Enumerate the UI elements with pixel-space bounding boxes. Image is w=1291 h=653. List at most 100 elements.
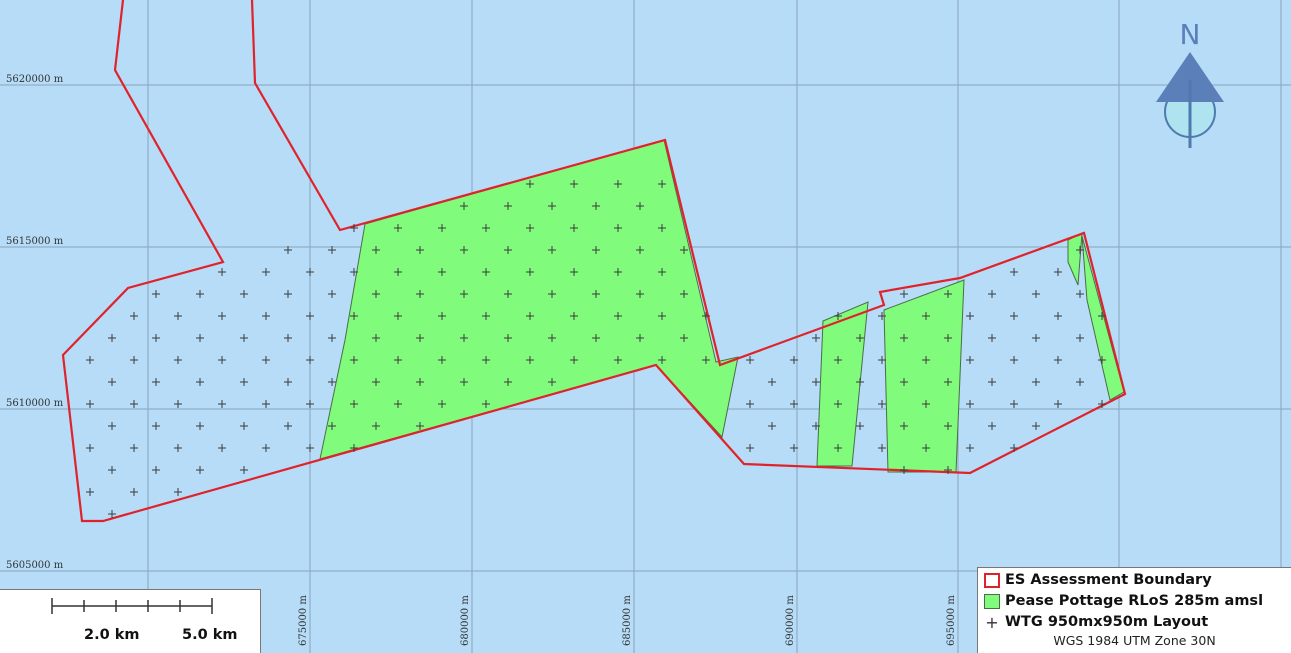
wtg-marker [240, 466, 248, 474]
wtg-marker [372, 334, 380, 342]
wtg-marker [152, 422, 160, 430]
wtg-marker [196, 334, 204, 342]
wtg-marker [592, 334, 600, 342]
wtg-marker [636, 202, 644, 210]
wtg-marker [548, 290, 556, 298]
wtg-marker [834, 356, 842, 364]
rlos-polygon [319, 139, 739, 460]
wtg-marker [240, 334, 248, 342]
wtg-marker [284, 334, 292, 342]
wtg-marker [482, 356, 490, 364]
wtg-marker [966, 356, 974, 364]
wtg-marker [1032, 290, 1040, 298]
wtg-marker [812, 334, 820, 342]
wtg-marker [900, 422, 908, 430]
wtg-marker [570, 224, 578, 232]
wtg-marker [328, 334, 336, 342]
wtg-marker [658, 180, 666, 188]
wtg-marker [1098, 400, 1106, 408]
wtg-marker [526, 312, 534, 320]
wtg-marker [900, 290, 908, 298]
wtg-marker [218, 356, 226, 364]
wtg-marker [768, 422, 776, 430]
green-filled-square-icon [984, 593, 1000, 609]
wtg-marker [988, 334, 996, 342]
rlos-polygon [816, 301, 869, 467]
wtg-marker [1010, 312, 1018, 320]
rlos-polygon [1067, 232, 1083, 286]
wtg-marker [746, 356, 754, 364]
north-arrow-head-icon [1156, 52, 1224, 102]
wtg-marker [1054, 312, 1062, 320]
wtg-marker [636, 246, 644, 254]
wtg-marker [944, 290, 952, 298]
wtg-marker [86, 444, 94, 452]
wtg-marker [922, 356, 930, 364]
wtg-marker [944, 378, 952, 386]
wtg-marker [1076, 246, 1084, 254]
wtg-marker [1076, 378, 1084, 386]
wtg-marker [680, 290, 688, 298]
wtg-marker [218, 268, 226, 276]
wtg-marker [372, 378, 380, 386]
wtg-marker [570, 268, 578, 276]
wtg-marker [328, 290, 336, 298]
wtg-marker [900, 334, 908, 342]
wtg-marker [306, 444, 314, 452]
wtg-marker [262, 312, 270, 320]
wtg-marker [966, 400, 974, 408]
wtg-marker [416, 422, 424, 430]
red-outline-square-icon [984, 572, 1000, 588]
x-tick-label: 680000 m [460, 595, 471, 646]
wtg-marker [1054, 356, 1062, 364]
wtg-marker [790, 356, 798, 364]
wtg-marker [460, 378, 468, 386]
wtg-marker [988, 378, 996, 386]
wtg-marker [526, 224, 534, 232]
wtg-marker [130, 444, 138, 452]
wtg-marker [658, 268, 666, 276]
wtg-marker [394, 312, 402, 320]
wtg-marker [86, 356, 94, 364]
wtg-marker [570, 312, 578, 320]
wtg-marker [416, 290, 424, 298]
wtg-marker [438, 268, 446, 276]
wtg-marker [1054, 400, 1062, 408]
wtg-marker [350, 444, 358, 452]
wtg-marker [394, 268, 402, 276]
wtg-marker [328, 422, 336, 430]
rlos-polygon [883, 279, 965, 473]
scale-label-5km: 5.0 km [182, 627, 238, 643]
wtg-marker [262, 268, 270, 276]
wtg-marker [900, 378, 908, 386]
wtg-marker [1010, 268, 1018, 276]
wtg-marker [372, 422, 380, 430]
wtg-marker [174, 444, 182, 452]
wtg-marker [834, 400, 842, 408]
wtg-marker [350, 356, 358, 364]
wtg-marker [350, 268, 358, 276]
wtg-marker [482, 312, 490, 320]
wtg-marker [1054, 268, 1062, 276]
map-legend: ES Assessment Boundary Pease Pottage RLo… [977, 567, 1291, 653]
wtg-marker [504, 246, 512, 254]
wtg-marker [1010, 356, 1018, 364]
wtg-marker [328, 378, 336, 386]
wtg-marker [394, 356, 402, 364]
wtg-marker [438, 312, 446, 320]
wtg-marker [614, 180, 622, 188]
wtg-marker [108, 466, 116, 474]
wtg-marker [548, 246, 556, 254]
wtg-marker [504, 334, 512, 342]
wtg-marker [548, 378, 556, 386]
boundary-layer [61, 0, 1127, 523]
wtg-marker [702, 312, 710, 320]
wtg-marker [152, 466, 160, 474]
wtg-marker [174, 488, 182, 496]
wtg-marker [636, 290, 644, 298]
es-assessment-boundary [61, 0, 1127, 523]
wtg-marker [834, 312, 842, 320]
legend-label-boundary: ES Assessment Boundary [1005, 572, 1212, 588]
wtg-marker [350, 224, 358, 232]
